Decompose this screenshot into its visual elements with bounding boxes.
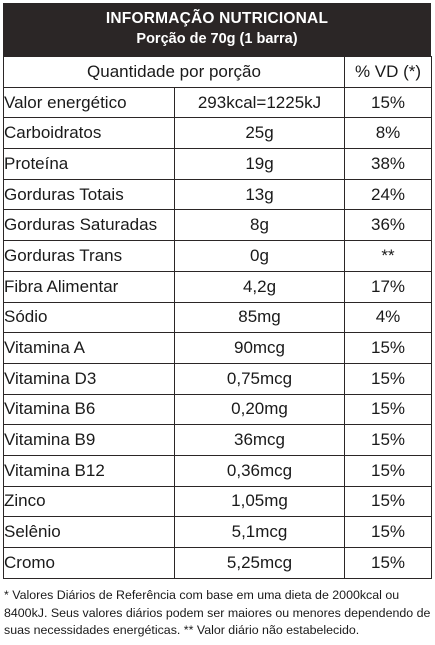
nutrition-facts-label: INFORMAÇÃO NUTRICIONAL Porção de 70g (1 … (3, 3, 432, 579)
nutrient-name: Carboidratos (3, 117, 175, 150)
nutrient-amount: 0g (174, 240, 345, 272)
nutrient-row: Gorduras Saturadas 8g 36% (3, 209, 432, 242)
nutrient-amount: 25g (174, 117, 345, 150)
nutrient-row: Selênio 5,1mcg 15% (3, 516, 432, 548)
nutrient-daily-value: ** (344, 240, 432, 272)
nutrient-daily-value: 15% (344, 424, 432, 456)
nutrient-amount: 1,05mg (174, 485, 345, 518)
nutrient-name: Vitamina B9 (3, 424, 175, 456)
nutrient-row: Vitamina B9 36mcg 15% (3, 424, 432, 456)
nutrient-name: Selênio (3, 516, 175, 548)
label-header: INFORMAÇÃO NUTRICIONAL Porção de 70g (1 … (3, 3, 431, 56)
nutrient-amount: 293kcal=1225kJ (174, 86, 345, 119)
nutrient-row: Sódio 85mg 4% (3, 301, 432, 334)
nutrient-amount: 0,75mcg (174, 362, 345, 395)
nutrient-daily-value: 4% (344, 301, 432, 334)
nutrient-row: Vitamina A 90mcg 15% (3, 332, 432, 364)
nutrient-daily-value: 15% (344, 547, 432, 579)
nutrient-amount: 90mcg (174, 332, 345, 364)
nutrient-name: Valor energético (3, 86, 175, 119)
nutrient-name: Cromo (3, 547, 175, 579)
nutrient-daily-value: 15% (344, 86, 432, 119)
nutrient-daily-value: 36% (344, 209, 432, 242)
label-title: INFORMAÇÃO NUTRICIONAL (105, 10, 329, 27)
nutrition-table: Quantidade por porção % VD (*) Valor ene… (3, 56, 432, 579)
nutrient-daily-value: 8% (344, 117, 432, 150)
serving-size: Porção de 70g (1 barra) (136, 31, 298, 47)
nutrient-row: Gorduras Totais 13g 24% (3, 178, 432, 211)
nutrient-row: Proteína 19g 38% (3, 148, 432, 180)
nutrient-row: Cromo 5,25mcg 15% (3, 547, 432, 579)
nutrient-name: Vitamina A (3, 332, 175, 364)
nutrient-row: Valor energético 293kcal=1225kJ 15% (3, 86, 432, 119)
nutrient-amount: 13g (174, 178, 345, 211)
nutrient-daily-value: 15% (344, 485, 432, 518)
nutrient-amount: 5,1mcg (174, 516, 345, 548)
nutrient-daily-value: 15% (344, 362, 432, 395)
nutrient-daily-value: 15% (344, 516, 432, 548)
nutrient-name: Gorduras Saturadas (3, 209, 175, 242)
nutrient-amount: 8g (174, 209, 345, 242)
nutrient-row: Vitamina B6 0,20mg 15% (3, 393, 432, 426)
nutrient-row: Carboidratos 25g 8% (3, 117, 432, 150)
nutrient-daily-value: 17% (344, 270, 432, 303)
dv-column-header: % VD (*) (344, 56, 432, 88)
nutrient-daily-value: 15% (344, 332, 432, 364)
nutrient-name: Zinco (3, 485, 175, 518)
nutrient-name: Sódio (3, 301, 175, 334)
nutrient-row: Vitamina B12 0,36mcg 15% (3, 454, 432, 487)
nutrient-row: Vitamina D3 0,75mcg 15% (3, 362, 432, 395)
column-header-row: Quantidade por porção % VD (*) (3, 56, 432, 88)
nutrient-name: Vitamina B12 (3, 454, 175, 487)
nutrient-amount: 0,36mcg (174, 454, 345, 487)
nutrient-daily-value: 15% (344, 454, 432, 487)
nutrient-name: Gorduras Trans (3, 240, 175, 272)
nutrient-amount: 85mg (174, 301, 345, 334)
nutrient-name: Vitamina B6 (3, 393, 175, 426)
nutrient-row: Zinco 1,05mg 15% (3, 485, 432, 518)
nutrient-name: Gorduras Totais (3, 178, 175, 211)
nutrient-daily-value: 15% (344, 393, 432, 426)
nutrient-amount: 19g (174, 148, 345, 180)
footnote: * Valores Diários de Referência com base… (4, 588, 431, 637)
nutrient-amount: 5,25mcg (174, 547, 345, 579)
nutrient-daily-value: 38% (344, 148, 432, 180)
nutrient-row: Fibra Alimentar 4,2g 17% (3, 270, 432, 303)
nutrient-name: Proteína (3, 148, 175, 180)
nutrient-daily-value: 24% (344, 178, 432, 211)
nutrient-name: Fibra Alimentar (3, 270, 175, 303)
nutrient-amount: 0,20mg (174, 393, 345, 426)
nutrient-amount: 4,2g (174, 270, 345, 303)
nutrient-row: Gorduras Trans 0g ** (3, 240, 432, 272)
nutrient-name: Vitamina D3 (3, 362, 175, 395)
quantity-column-header: Quantidade por porção (3, 56, 345, 88)
nutrient-amount: 36mcg (174, 424, 345, 456)
